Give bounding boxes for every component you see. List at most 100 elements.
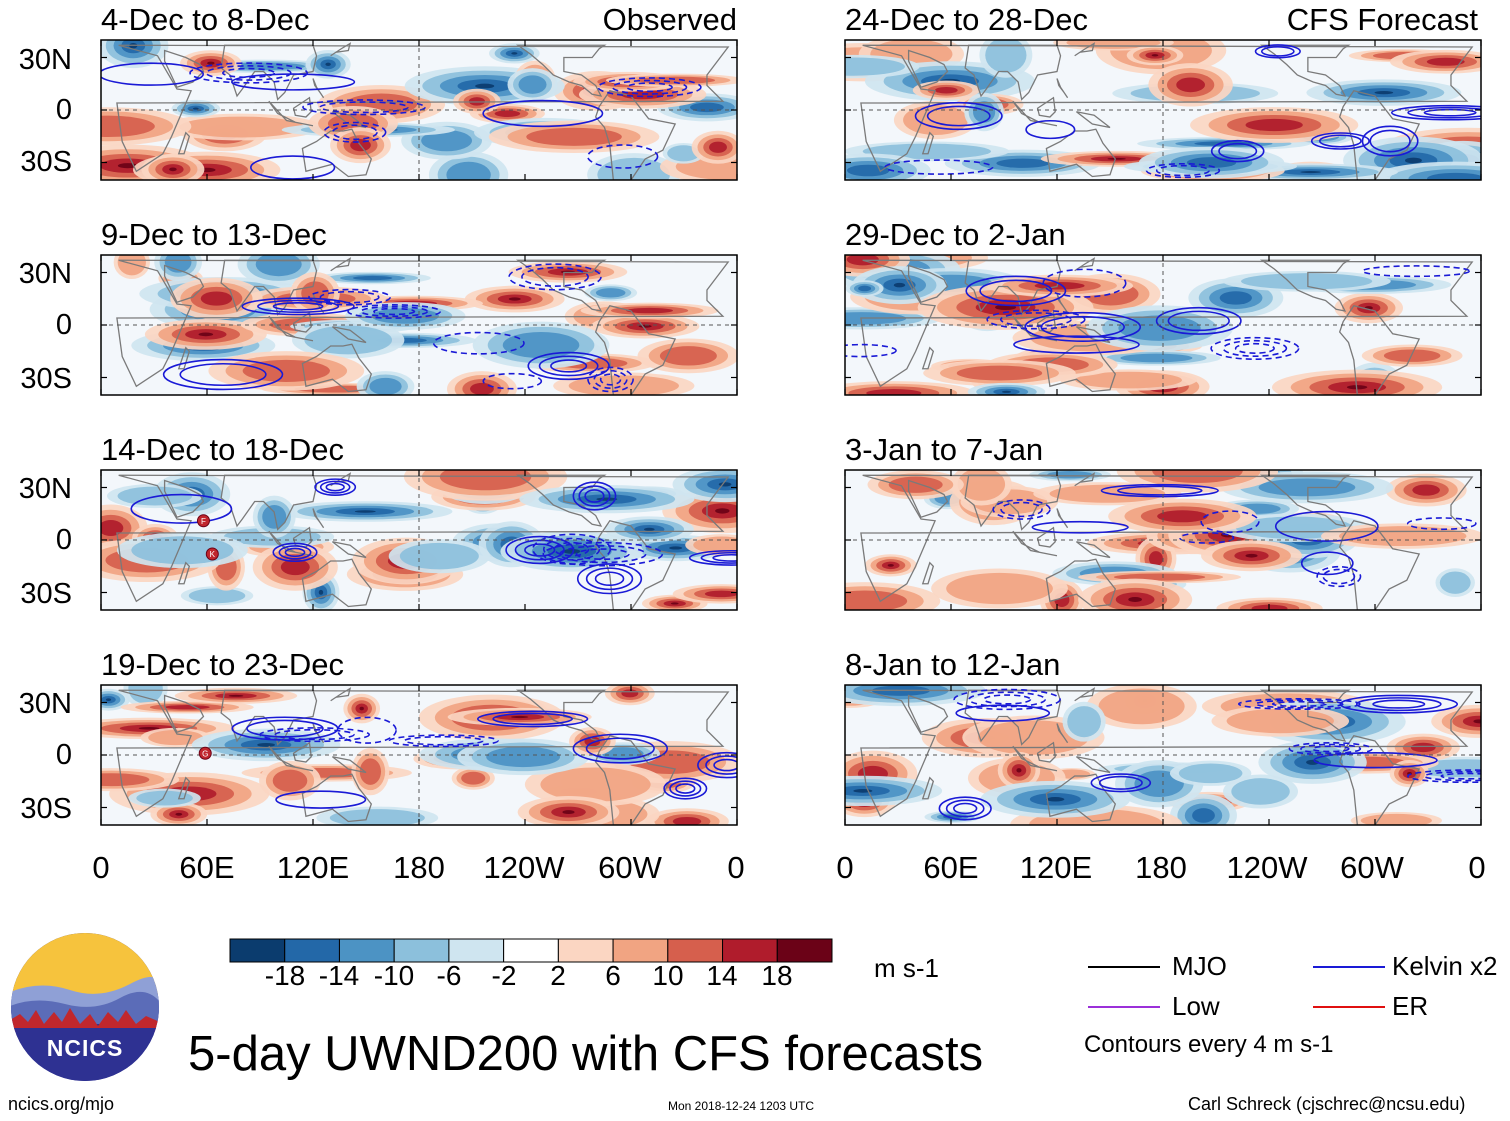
- anomaly-fill: [888, 476, 943, 493]
- lat-label-0: 0: [55, 524, 72, 556]
- anomaly-fill: [138, 727, 160, 730]
- coastline: [177, 131, 191, 155]
- coastline: [268, 315, 314, 342]
- anomaly-fill: [845, 57, 905, 76]
- anomaly-fill: [318, 589, 324, 595]
- anomaly-fill: [1034, 281, 1085, 290]
- kelvin-contour: [586, 144, 659, 169]
- kelvin-contour: [585, 737, 655, 760]
- anomaly-fill: [1404, 157, 1422, 164]
- kelvin-contour: [599, 373, 622, 386]
- kelvin-contour: [1100, 483, 1219, 498]
- kelvin-contour: [278, 545, 312, 560]
- coastline: [1076, 756, 1111, 774]
- colorbar-label-m14: -14: [318, 960, 360, 991]
- kelvin-contour: [705, 755, 737, 775]
- kelvin-contour: [1440, 772, 1481, 780]
- coastline: [515, 44, 607, 97]
- anomaly-fill: [200, 291, 233, 306]
- lat-label-30s: 30S: [20, 146, 72, 178]
- kelvin-contour: [162, 358, 284, 391]
- kelvin-contour: [1234, 342, 1275, 354]
- kelvin-contour: [1300, 743, 1362, 754]
- kelvin-contour: [347, 304, 442, 319]
- kelvin-contour: [1274, 510, 1379, 542]
- anomaly-fill: [957, 470, 1006, 501]
- kelvin-contour: [1098, 775, 1143, 790]
- anomaly-fill: [280, 559, 310, 576]
- anomaly-fill: [352, 275, 393, 281]
- kelvin-contour: [1167, 310, 1230, 332]
- panel-title-p3: 14-Dec to 18-Dec: [101, 432, 344, 467]
- coastline: [1259, 689, 1351, 742]
- kelvin-contour: [337, 716, 397, 744]
- footer-website[interactable]: ncics.org/mjo: [8, 1094, 115, 1114]
- kelvin-contour: [250, 155, 336, 180]
- kelvin-contour: [542, 541, 664, 567]
- coastline: [1074, 687, 1096, 702]
- anomaly-fill: [1016, 768, 1022, 773]
- kelvin-contour: [101, 62, 204, 86]
- kelvin-contour: [1372, 699, 1426, 709]
- anomaly-fill: [626, 307, 674, 314]
- anomaly-fill: [470, 382, 494, 395]
- kelvin-contour: [272, 301, 324, 311]
- coastline: [220, 474, 318, 531]
- coastline: [907, 49, 949, 89]
- kelvin-contour: [331, 124, 378, 141]
- anomaly-fill: [670, 602, 679, 605]
- anomaly-fill: [1231, 778, 1290, 805]
- kelvin-contour: [1117, 485, 1203, 496]
- kelvin-contour: [257, 299, 340, 314]
- anomaly-fill: [690, 102, 724, 113]
- legend-label-low: Low: [1172, 991, 1220, 1021]
- anomaly-fill: [526, 127, 622, 146]
- lon-label-left-120w: 120W: [483, 850, 565, 885]
- colorbar-swatch: [612, 938, 669, 963]
- anomaly-fill: [262, 504, 287, 529]
- coastline: [860, 259, 1474, 388]
- anomaly-fill: [893, 282, 906, 288]
- kelvin-contour: [492, 712, 573, 726]
- legend-line-mjo: [1088, 966, 1160, 968]
- kelvin-contour: [584, 489, 605, 503]
- anomaly-fill: [105, 698, 112, 701]
- kelvin-contour: [1210, 139, 1265, 163]
- anomaly-fill: [1245, 553, 1258, 558]
- storm-marker: K: [205, 547, 219, 561]
- lat-label-30s: 30S: [20, 363, 72, 395]
- panel-title-p4: 19-Dec to 23-Dec: [101, 647, 344, 682]
- anomaly-fill: [164, 705, 210, 710]
- coastline: [1074, 42, 1096, 57]
- kelvin-contour: [308, 288, 391, 306]
- kelvin-contour: [669, 780, 702, 797]
- kelvin-contour: [532, 533, 612, 565]
- coastline: [177, 346, 191, 370]
- lon-label-right-0: 0: [836, 850, 854, 885]
- coastline: [1074, 472, 1096, 487]
- storm-marker: G: [198, 746, 212, 760]
- anomaly-fill: [439, 470, 532, 491]
- anomaly-fill: [934, 86, 958, 94]
- kelvin-contour: [1260, 45, 1295, 57]
- storm-marker-label: G: [202, 749, 208, 758]
- storm-marker-dot: [196, 514, 210, 528]
- colorbar-units: m s-1: [874, 953, 939, 983]
- anomaly-fill: [1118, 315, 1201, 341]
- anomaly-fill: [1157, 510, 1208, 523]
- kelvin-contour: [542, 537, 601, 561]
- kelvin-contour: [1254, 44, 1301, 59]
- anomaly-fill: [996, 158, 1050, 168]
- anomaly-fill: [1067, 706, 1101, 738]
- lon-label-right-180: 180: [1135, 850, 1187, 885]
- kelvin-contour: [965, 275, 1067, 307]
- panel-title-p2: 9-Dec to 13-Dec: [101, 217, 327, 252]
- coastline: [301, 773, 373, 823]
- kelvin-contour: [323, 121, 387, 143]
- anomaly-fill: [228, 694, 244, 697]
- coastline: [116, 259, 730, 388]
- anomaly-fill: [584, 736, 601, 747]
- kelvin-contour: [505, 535, 575, 565]
- coastline: [594, 735, 677, 825]
